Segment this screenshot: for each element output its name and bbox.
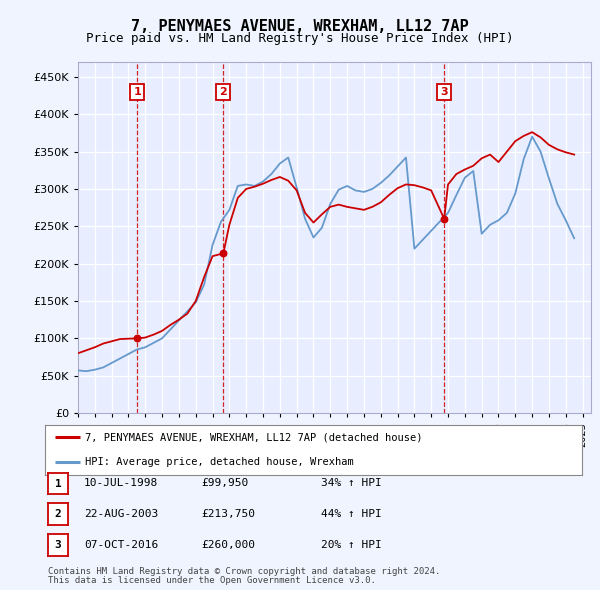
Text: 1: 1 [55,478,61,489]
Text: 44% ↑ HPI: 44% ↑ HPI [321,509,382,519]
Text: 22-AUG-2003: 22-AUG-2003 [84,509,158,519]
Text: 34% ↑ HPI: 34% ↑ HPI [321,478,382,488]
Point [439,214,449,224]
Point [133,333,142,343]
Text: 2: 2 [220,87,227,97]
Text: £99,950: £99,950 [201,478,248,488]
Point [218,248,228,258]
Text: Price paid vs. HM Land Registry's House Price Index (HPI): Price paid vs. HM Land Registry's House … [86,32,514,45]
Text: £213,750: £213,750 [201,509,255,519]
Text: HPI: Average price, detached house, Wrexham: HPI: Average price, detached house, Wrex… [85,457,354,467]
Text: 2: 2 [55,509,61,519]
Text: 20% ↑ HPI: 20% ↑ HPI [321,540,382,549]
Text: 1: 1 [133,87,141,97]
Text: This data is licensed under the Open Government Licence v3.0.: This data is licensed under the Open Gov… [48,576,376,585]
Text: 7, PENYMAES AVENUE, WREXHAM, LL12 7AP (detached house): 7, PENYMAES AVENUE, WREXHAM, LL12 7AP (d… [85,432,423,442]
Text: 3: 3 [55,540,61,550]
Text: £260,000: £260,000 [201,540,255,549]
Text: Contains HM Land Registry data © Crown copyright and database right 2024.: Contains HM Land Registry data © Crown c… [48,567,440,576]
Text: 07-OCT-2016: 07-OCT-2016 [84,540,158,549]
Text: 10-JUL-1998: 10-JUL-1998 [84,478,158,488]
Text: 3: 3 [440,87,448,97]
Text: 7, PENYMAES AVENUE, WREXHAM, LL12 7AP: 7, PENYMAES AVENUE, WREXHAM, LL12 7AP [131,19,469,34]
